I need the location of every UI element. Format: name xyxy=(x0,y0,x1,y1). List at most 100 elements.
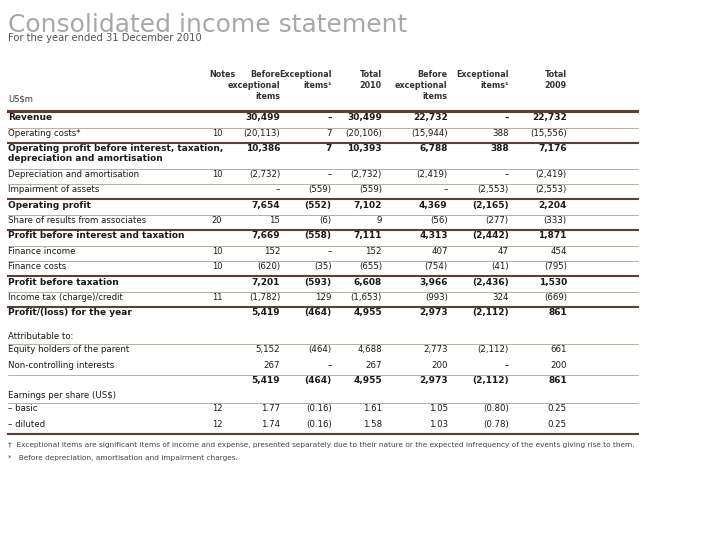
Text: Notes: Notes xyxy=(209,70,235,79)
Text: Share of results from associates: Share of results from associates xyxy=(9,216,147,225)
Text: (2,442): (2,442) xyxy=(472,231,509,240)
Text: (0.78): (0.78) xyxy=(483,420,509,429)
Text: –: – xyxy=(505,170,509,179)
Text: 22,732: 22,732 xyxy=(413,113,448,123)
Text: Operating costs*: Operating costs* xyxy=(9,129,81,138)
Text: (2,732): (2,732) xyxy=(351,170,382,179)
Text: 12: 12 xyxy=(212,404,222,414)
Text: 5,152: 5,152 xyxy=(256,345,280,354)
Text: 1.03: 1.03 xyxy=(428,420,448,429)
Text: 15: 15 xyxy=(269,216,280,225)
Text: 9: 9 xyxy=(377,216,382,225)
Text: 267: 267 xyxy=(366,361,382,370)
Text: (333): (333) xyxy=(544,216,567,225)
Text: Profit/(loss) for the year: Profit/(loss) for the year xyxy=(9,308,132,318)
Text: 1.74: 1.74 xyxy=(261,420,280,429)
Text: 7,176: 7,176 xyxy=(539,144,567,153)
Text: (2,732): (2,732) xyxy=(249,170,280,179)
Text: 661: 661 xyxy=(550,345,567,354)
Text: 2,973: 2,973 xyxy=(419,376,448,385)
Text: 129: 129 xyxy=(315,293,332,302)
Text: 10: 10 xyxy=(212,129,222,138)
Text: (15,944): (15,944) xyxy=(411,129,448,138)
Text: (558): (558) xyxy=(305,231,332,240)
Text: (0.16): (0.16) xyxy=(306,420,332,429)
Text: For the year ended 31 December 2010: For the year ended 31 December 2010 xyxy=(9,33,202,44)
Text: 1,530: 1,530 xyxy=(539,278,567,287)
Text: –: – xyxy=(276,185,280,194)
Text: 20: 20 xyxy=(212,216,222,225)
Text: (655): (655) xyxy=(359,262,382,271)
Text: Exceptional
items¹: Exceptional items¹ xyxy=(456,70,509,90)
Text: (620): (620) xyxy=(257,262,280,271)
Text: 7,654: 7,654 xyxy=(251,200,280,210)
Text: 5,419: 5,419 xyxy=(251,376,280,385)
Text: (0.80): (0.80) xyxy=(483,404,509,414)
Text: (795): (795) xyxy=(544,262,567,271)
Text: – basic: – basic xyxy=(9,404,38,414)
Text: –: – xyxy=(444,185,448,194)
Text: (2,436): (2,436) xyxy=(472,278,509,287)
Text: (464): (464) xyxy=(305,308,332,318)
Text: –: – xyxy=(505,361,509,370)
Text: –: – xyxy=(327,113,332,123)
Text: Profit before interest and taxation: Profit before interest and taxation xyxy=(9,231,185,240)
Text: 4,955: 4,955 xyxy=(354,308,382,318)
Text: 861: 861 xyxy=(548,376,567,385)
Text: (669): (669) xyxy=(544,293,567,302)
Text: 0.25: 0.25 xyxy=(548,420,567,429)
Text: 4,369: 4,369 xyxy=(419,200,448,210)
Text: 5,419: 5,419 xyxy=(251,308,280,318)
Text: –: – xyxy=(504,113,509,123)
Text: *   Before depreciation, amortisation and impairment charges.: * Before depreciation, amortisation and … xyxy=(9,455,238,461)
Text: –: – xyxy=(328,361,332,370)
Text: 200: 200 xyxy=(431,361,448,370)
Text: 4,688: 4,688 xyxy=(357,345,382,354)
Text: 10: 10 xyxy=(212,247,222,256)
Text: 6,788: 6,788 xyxy=(419,144,448,153)
Text: Finance income: Finance income xyxy=(9,247,76,256)
Text: 454: 454 xyxy=(550,247,567,256)
Text: 7: 7 xyxy=(326,129,332,138)
Text: (2,112): (2,112) xyxy=(477,345,509,354)
Text: (1,653): (1,653) xyxy=(351,293,382,302)
Text: (15,556): (15,556) xyxy=(530,129,567,138)
Text: Income tax (charge)/credit: Income tax (charge)/credit xyxy=(9,293,123,302)
Text: (2,553): (2,553) xyxy=(536,185,567,194)
Text: – diluted: – diluted xyxy=(9,420,45,429)
Text: 6,608: 6,608 xyxy=(354,278,382,287)
Text: (277): (277) xyxy=(486,216,509,225)
Text: 1.61: 1.61 xyxy=(363,404,382,414)
Text: 388: 388 xyxy=(490,144,509,153)
Text: (593): (593) xyxy=(305,278,332,287)
Text: Finance costs: Finance costs xyxy=(9,262,67,271)
Text: (559): (559) xyxy=(309,185,332,194)
Text: depreciation and amortisation: depreciation and amortisation xyxy=(9,154,163,164)
Text: 152: 152 xyxy=(264,247,280,256)
Text: 324: 324 xyxy=(492,293,509,302)
Text: 2,973: 2,973 xyxy=(419,308,448,318)
Text: Before
exceptional
items: Before exceptional items xyxy=(228,70,280,102)
Text: Operating profit before interest, taxation,: Operating profit before interest, taxati… xyxy=(9,144,224,153)
Text: (2,419): (2,419) xyxy=(417,170,448,179)
Text: 7,111: 7,111 xyxy=(354,231,382,240)
Text: Before
exceptional
items: Before exceptional items xyxy=(395,70,448,102)
Text: Total
2010: Total 2010 xyxy=(360,70,382,90)
Text: Profit before taxation: Profit before taxation xyxy=(9,278,119,287)
Text: Total
2009: Total 2009 xyxy=(545,70,567,90)
Text: 30,499: 30,499 xyxy=(246,113,280,123)
Text: (0.16): (0.16) xyxy=(306,404,332,414)
Text: (1,782): (1,782) xyxy=(249,293,280,302)
Text: (41): (41) xyxy=(491,262,509,271)
Text: 0.25: 0.25 xyxy=(548,404,567,414)
Text: (2,419): (2,419) xyxy=(536,170,567,179)
Text: (552): (552) xyxy=(305,200,332,210)
Text: 1.77: 1.77 xyxy=(261,404,280,414)
Text: 10: 10 xyxy=(212,170,222,179)
Text: 10,386: 10,386 xyxy=(246,144,280,153)
Text: Impairment of assets: Impairment of assets xyxy=(9,185,100,194)
Text: 861: 861 xyxy=(548,308,567,318)
Text: 47: 47 xyxy=(498,247,509,256)
Text: 388: 388 xyxy=(492,129,509,138)
Text: 10: 10 xyxy=(212,262,222,271)
